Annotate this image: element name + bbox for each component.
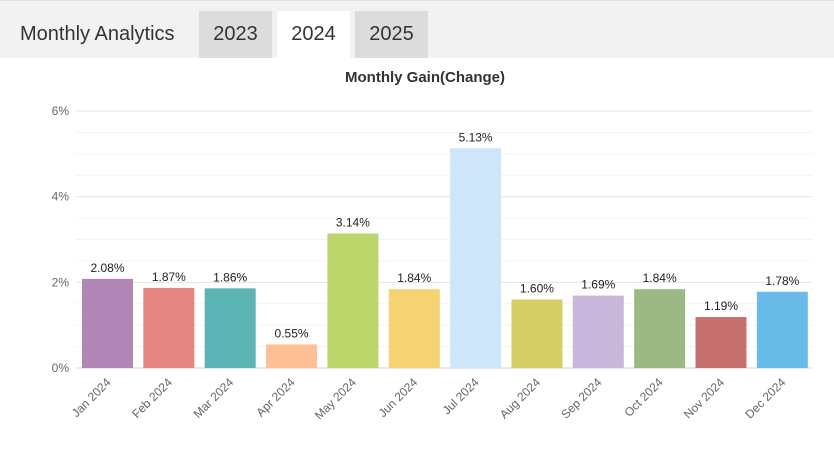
y-tick-label: 0% [52, 361, 70, 375]
bar [695, 317, 747, 368]
bars [82, 148, 808, 368]
data-label: 1.69% [581, 278, 615, 292]
tab-2025[interactable]: 2025 [355, 11, 428, 58]
x-tick-label: Aug 2024 [497, 375, 543, 421]
bar [572, 295, 624, 368]
x-tick-label: Sep 2024 [558, 375, 604, 421]
x-axis: Jan 2024 Feb 2024 Mar 2024 Apr 2024 May 2024… [69, 375, 789, 422]
data-label: 1.78% [765, 274, 799, 288]
grid-lines [76, 110, 812, 369]
bar [634, 289, 686, 368]
data-label: 1.60% [520, 281, 554, 295]
bar [82, 278, 133, 368]
bar [511, 299, 563, 368]
header-bar: Monthly Analytics 2023 2024 2025 [0, 0, 834, 58]
y-axis: 0% 2% 4% 6% [52, 104, 70, 375]
data-label: 3.14% [336, 216, 370, 230]
data-label: 2.08% [90, 261, 124, 275]
x-tick-label: Jul 2024 [440, 375, 482, 417]
bar [266, 344, 318, 368]
tab-2024[interactable]: 2024 [277, 11, 350, 58]
y-tick-label: 4% [52, 190, 70, 204]
data-label: 1.84% [643, 271, 677, 285]
bar [756, 291, 808, 368]
x-tick-label: Mar 2024 [191, 375, 237, 421]
x-tick-label: Feb 2024 [129, 375, 175, 421]
x-tick-label: Jan 2024 [69, 375, 114, 420]
bar-chart: Monthly Gain(Change) 0% 2% 4% 6% 2.08% 1.87%… [52, 69, 812, 422]
x-tick-label: Nov 2024 [681, 375, 727, 421]
x-tick-label: Dec 2024 [742, 375, 788, 421]
x-tick-label: Jun 2024 [376, 375, 421, 420]
bar [204, 288, 256, 368]
bar [327, 233, 379, 368]
bar [143, 287, 195, 368]
data-labels: 2.08% 1.87% 1.86% 0.55% 3.14% 1.84% 5.13% 1.60%… [90, 130, 799, 340]
x-tick-label: Oct 2024 [621, 375, 666, 420]
data-label: 0.55% [275, 326, 309, 340]
data-label: 5.13% [459, 130, 493, 144]
chart-title: Monthly Gain(Change) [345, 69, 505, 86]
data-label: 1.19% [704, 299, 738, 313]
data-label: 1.84% [397, 271, 431, 285]
bar [388, 289, 440, 368]
data-label: 1.87% [152, 270, 186, 284]
y-tick-label: 6% [52, 104, 70, 118]
bar [450, 148, 502, 368]
y-tick-label: 2% [52, 275, 70, 289]
tab-2023[interactable]: 2023 [199, 11, 272, 58]
x-tick-label: Apr 2024 [253, 375, 298, 420]
x-tick-label: May 2024 [312, 375, 359, 422]
data-label: 1.86% [213, 270, 247, 284]
page-title: Monthly Analytics [20, 23, 175, 45]
